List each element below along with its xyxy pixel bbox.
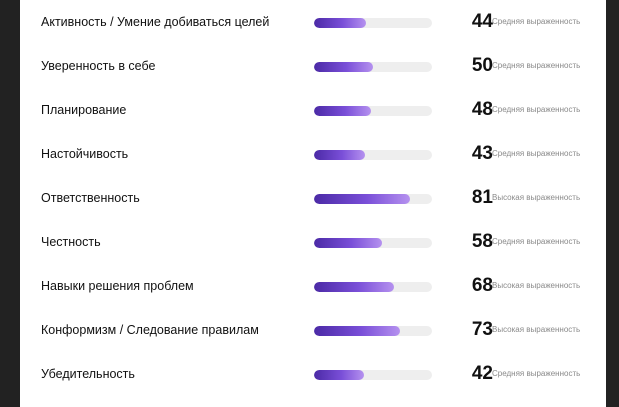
trait-progress-track [314, 326, 432, 336]
trait-progress-fill [314, 370, 364, 380]
trait-score: 58 [471, 231, 493, 252]
trait-row: Честность 58 Средняя выраженность [20, 220, 606, 264]
trait-progress-fill [314, 238, 383, 248]
trait-progress-track [314, 238, 432, 248]
trait-label: Уверенность в себе [41, 59, 156, 73]
trait-label: Навыки решения проблем [41, 279, 194, 293]
trait-level: Высокая выраженность [492, 193, 581, 202]
trait-level: Средняя выраженность [492, 17, 581, 26]
trait-label: Конформизм / Следование правилам [41, 323, 259, 337]
trait-row: Планирование 48 Средняя выраженность [20, 88, 606, 132]
trait-progress-track [314, 106, 432, 116]
trait-progress-fill [314, 326, 401, 336]
trait-row: Ответственность 81 Высокая выраженность [20, 176, 606, 220]
trait-progress-track [314, 18, 432, 28]
trait-progress-track [314, 370, 432, 380]
trait-row: Навыки решения проблем 68 Высокая выраже… [20, 264, 606, 308]
trait-progress-track [314, 194, 432, 204]
trait-progress-track [314, 282, 432, 292]
trait-row: Уверенность в себе 50 Средняя выраженнос… [20, 44, 606, 88]
trait-score: 50 [471, 55, 493, 76]
trait-label: Честность [41, 235, 101, 249]
trait-row: Конформизм / Следование правилам 73 Высо… [20, 308, 606, 352]
traits-card: Активность / Умение добиваться целей 44 … [20, 0, 606, 407]
trait-progress-track [314, 150, 432, 160]
trait-label: Активность / Умение добиваться целей [41, 15, 270, 29]
trait-label: Ответственность [41, 191, 140, 205]
trait-level: Высокая выраженность [492, 281, 581, 290]
trait-score: 73 [471, 319, 493, 340]
trait-progress-fill [314, 106, 371, 116]
trait-progress-fill [314, 18, 366, 28]
trait-level: Средняя выраженность [492, 237, 581, 246]
trait-row: Активность / Умение добиваться целей 44 … [20, 0, 606, 44]
trait-row: Настойчивость 43 Средняя выраженность [20, 132, 606, 176]
trait-label: Планирование [41, 103, 127, 117]
trait-progress-fill [314, 150, 365, 160]
trait-progress-fill [314, 194, 410, 204]
trait-score: 44 [471, 11, 493, 32]
trait-score: 81 [471, 187, 493, 208]
trait-level: Высокая выраженность [492, 325, 581, 334]
trait-level: Средняя выраженность [492, 105, 581, 114]
trait-progress-fill [314, 62, 373, 72]
trait-level: Средняя выраженность [492, 149, 581, 158]
trait-progress-track [314, 62, 432, 72]
trait-label: Убедительность [41, 367, 135, 381]
trait-level: Средняя выраженность [492, 61, 581, 70]
trait-score: 42 [471, 363, 493, 384]
trait-score: 48 [471, 99, 493, 120]
trait-level: Средняя выраженность [492, 369, 581, 378]
trait-progress-fill [314, 282, 395, 292]
trait-score: 43 [471, 143, 493, 164]
trait-row: Убедительность 42 Средняя выраженность [20, 352, 606, 396]
trait-score: 68 [471, 275, 493, 296]
trait-label: Настойчивость [41, 147, 129, 161]
